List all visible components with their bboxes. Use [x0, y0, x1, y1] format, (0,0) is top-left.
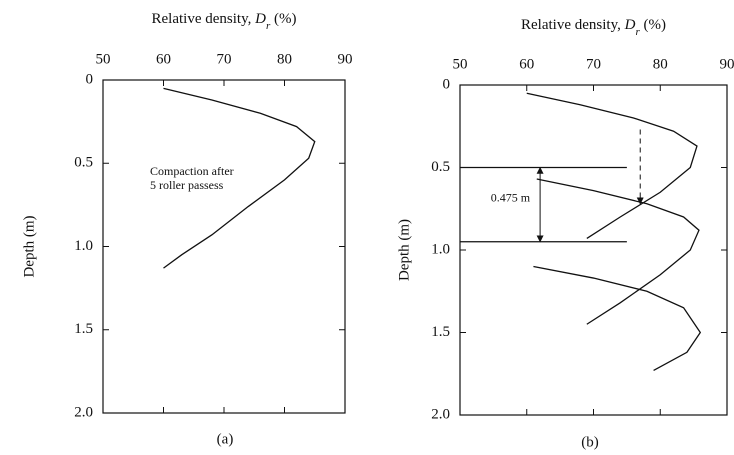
y-tick-label: 1.0	[74, 238, 93, 254]
y-tick-label: 2.0	[431, 406, 450, 422]
x-axis-label-part: (%)	[270, 11, 296, 27]
y-tick-label: 1.0	[431, 241, 450, 257]
y-tick-label: 2.0	[74, 404, 93, 420]
y-axis-label: Depth (m)	[21, 215, 37, 277]
caption: (b)	[581, 434, 599, 450]
x-axis-label-part: r	[635, 26, 640, 38]
x-axis-label-part: Relative density,	[521, 17, 625, 33]
x-axis-label-part: r	[266, 20, 271, 32]
y-tick-label: 1.5	[431, 324, 450, 340]
x-tick-label: 80	[277, 51, 292, 67]
x-tick-label: 50	[453, 56, 468, 72]
x-axis-label-part: D	[254, 11, 266, 27]
x-axis-label-part: D	[624, 17, 636, 33]
x-axis-label-part: Relative density,	[152, 11, 256, 27]
x-tick-label: 90	[720, 56, 734, 72]
x-tick-label: 70	[217, 51, 232, 67]
curve	[533, 265, 702, 372]
curve	[536, 178, 700, 325]
x-axis-label: Relative density, Dr (%)	[521, 17, 666, 37]
x-tick-label: 60	[156, 51, 171, 67]
y-tick-label: 0	[443, 76, 451, 92]
dimension-label: 0.475 m	[491, 190, 531, 204]
x-tick-label: 80	[653, 56, 668, 72]
y-tick-label: 0.5	[74, 155, 93, 171]
plot-frame	[102, 79, 346, 414]
x-tick-label: 60	[519, 56, 534, 72]
y-tick-label: 0	[86, 71, 94, 87]
y-tick-label: 0.5	[431, 159, 450, 175]
annotation: Compaction after	[150, 164, 234, 178]
caption: (a)	[217, 431, 234, 447]
x-tick-label: 90	[338, 51, 353, 67]
x-axis-label-part: (%)	[640, 17, 666, 33]
y-tick-label: 1.5	[74, 321, 93, 337]
annotation: 5 roller passess	[150, 178, 224, 192]
curve	[526, 92, 698, 239]
y-axis-label: Depth (m)	[396, 219, 412, 281]
curve	[163, 87, 316, 269]
x-tick-label: 50	[96, 51, 111, 67]
plot-frame	[459, 84, 728, 416]
x-tick-label: 70	[586, 56, 601, 72]
x-axis-label: Relative density, Dr (%)	[152, 11, 297, 31]
